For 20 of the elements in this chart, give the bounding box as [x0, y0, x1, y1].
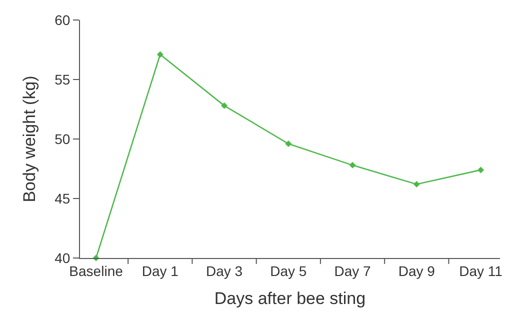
point	[285, 140, 292, 148]
point	[156, 51, 164, 58]
point	[478, 166, 484, 174]
point	[413, 180, 420, 188]
x-tick-label: Day 7	[334, 262, 372, 279]
x-tick-label: Day 3	[206, 262, 243, 279]
point	[221, 102, 228, 109]
y-tick-label: 60	[54, 12, 70, 28]
y-tick-label: 55	[54, 71, 70, 88]
x-tick-label: Day 5	[270, 262, 307, 279]
x-tick-label: Day 11	[459, 262, 503, 279]
x-tick-label: Baseline	[69, 262, 124, 279]
y-tick-label: 40	[54, 250, 70, 266]
y-tick-label: 45	[54, 190, 70, 206]
point	[349, 162, 356, 168]
x-axis-title: Days after bee sting	[214, 289, 366, 308]
y-tick-label: 50	[54, 130, 70, 147]
y-axis-title: Body weight (kg)	[20, 76, 40, 202]
x-tick-label: Day 1	[142, 262, 179, 279]
x-tick-label: Day 9	[398, 262, 436, 279]
